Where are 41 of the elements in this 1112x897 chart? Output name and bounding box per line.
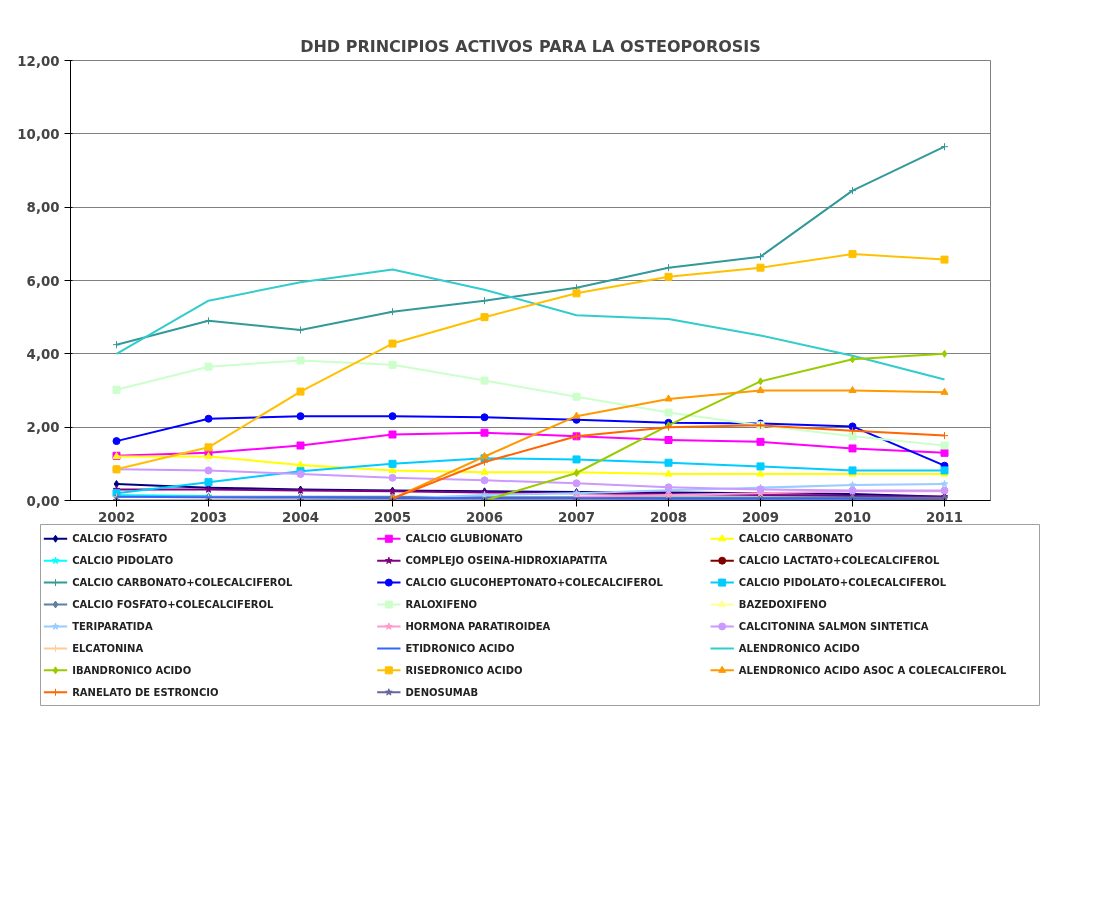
y-tick-label: 0,00 bbox=[26, 493, 60, 509]
legend-label: IBANDRONICO ACIDO bbox=[72, 664, 192, 676]
legend-label: ALENDRONICO ACIDO bbox=[738, 642, 860, 654]
legend-label: CALCIO CARBONATO+COLECALCIFEROL bbox=[72, 577, 294, 589]
legend-label: CALCIO PIDOLATO bbox=[72, 555, 174, 567]
legend-label: CALCIO CARBONATO bbox=[738, 533, 853, 545]
x-tick-label: 2006 bbox=[465, 509, 504, 525]
y-tick-label: 8,00 bbox=[26, 200, 60, 216]
x-tick-label: 2009 bbox=[741, 509, 780, 525]
legend-label: CALCIO FOSFATO+COLECALCIFEROL bbox=[72, 599, 274, 611]
chart-title: DHD PRINCIPIOS ACTIVOS PARA LA OSTEOPOROSIS bbox=[300, 36, 761, 56]
legend-label: CALCIO FOSFATO bbox=[72, 533, 168, 545]
legend-label: CALCIO GLUBIONATO bbox=[405, 533, 523, 545]
x-tick-label: 2011 bbox=[925, 509, 964, 525]
legend-label: ETIDRONICO ACIDO bbox=[405, 642, 515, 654]
x-tick-label: 2005 bbox=[373, 509, 412, 525]
legend-label: HORMONA PARATIROIDEA bbox=[405, 620, 551, 632]
y-tick-label: 6,00 bbox=[26, 273, 60, 289]
x-tick-label: 2010 bbox=[833, 509, 872, 525]
legend-label: TERIPARATIDA bbox=[72, 620, 153, 632]
legend-label: CALCIO PIDOLATO+COLECALCIFEROL bbox=[738, 577, 947, 589]
legend-label: CALCIO LACTATO+COLECALCIFEROL bbox=[738, 555, 940, 567]
legend-label: ALENDRONICO ACIDO ASOC A COLECALCIFEROL bbox=[738, 664, 1008, 676]
x-tick-label: 2007 bbox=[557, 509, 596, 525]
legend-label: BAZEDOXIFENO bbox=[738, 599, 827, 611]
y-tick-label: 10,00 bbox=[17, 126, 60, 142]
legend-label: CALCIO GLUCOHEPTONATO+COLECALCIFEROL bbox=[405, 577, 664, 589]
legend-label: CALCITONINA SALMON SINTETICA bbox=[738, 620, 929, 632]
legend-label: DENOSUMAB bbox=[405, 686, 479, 698]
y-tick-label: 12,00 bbox=[17, 53, 60, 69]
x-tick-label: 2004 bbox=[281, 509, 320, 525]
x-tick-label: 2008 bbox=[649, 509, 688, 525]
x-tick-label: 2003 bbox=[189, 509, 228, 525]
x-tick-label: 2002 bbox=[97, 509, 136, 525]
legend-label: RALOXIFENO bbox=[405, 599, 478, 611]
y-tick-label: 4,00 bbox=[26, 346, 60, 362]
legend-label: RISEDRONICO ACIDO bbox=[405, 664, 523, 676]
y-tick-label: 2,00 bbox=[26, 420, 60, 436]
legend-label: ELCATONINA bbox=[72, 642, 144, 654]
legend-label: COMPLEJO OSEINA-HIDROXIAPATITA bbox=[405, 555, 608, 567]
legend-label: RANELATO DE ESTRONCIO bbox=[72, 686, 219, 698]
